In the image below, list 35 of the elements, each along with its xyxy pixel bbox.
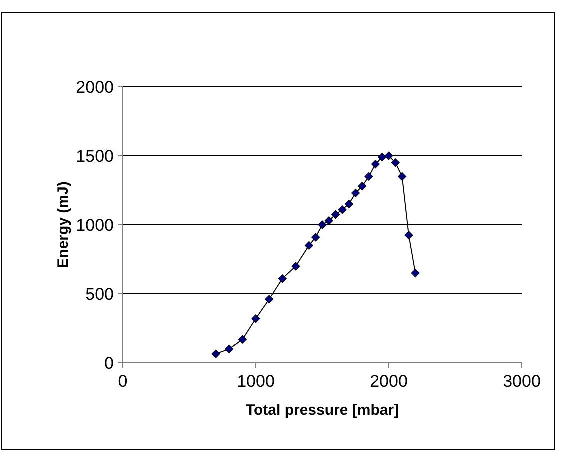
y-tick-label: 500	[86, 284, 114, 304]
point	[364, 172, 374, 181]
point	[212, 350, 220, 358]
x-tick-label: 2000	[370, 372, 408, 391]
point	[292, 262, 300, 271]
point	[318, 220, 327, 230]
point	[351, 188, 360, 198]
point	[404, 231, 414, 240]
point	[225, 344, 234, 354]
point	[238, 335, 247, 344]
point	[378, 153, 387, 162]
point	[252, 314, 260, 324]
y-axis-title: Energy (mJ)	[55, 182, 72, 268]
point	[312, 233, 320, 242]
x-axis-title: Total pressure [mbar]	[246, 402, 400, 419]
point	[338, 206, 347, 214]
point	[344, 200, 354, 209]
x-tick-label: 1000	[237, 372, 275, 391]
x-tick-label: 3000	[503, 372, 541, 391]
point	[304, 241, 314, 250]
point	[398, 172, 407, 181]
y-tick-label: 1500	[76, 146, 114, 166]
point	[391, 158, 400, 168]
y-tick-label: 0	[104, 354, 114, 373]
point	[332, 210, 340, 219]
point	[358, 182, 367, 191]
y-tick-label: 2000	[76, 78, 114, 97]
x-tick-label: 0	[118, 372, 128, 391]
point	[384, 152, 394, 160]
y-tick-label: 1000	[76, 216, 114, 235]
point	[265, 295, 274, 304]
point	[371, 160, 380, 169]
point	[411, 269, 420, 278]
point	[324, 216, 334, 226]
point	[278, 274, 287, 284]
